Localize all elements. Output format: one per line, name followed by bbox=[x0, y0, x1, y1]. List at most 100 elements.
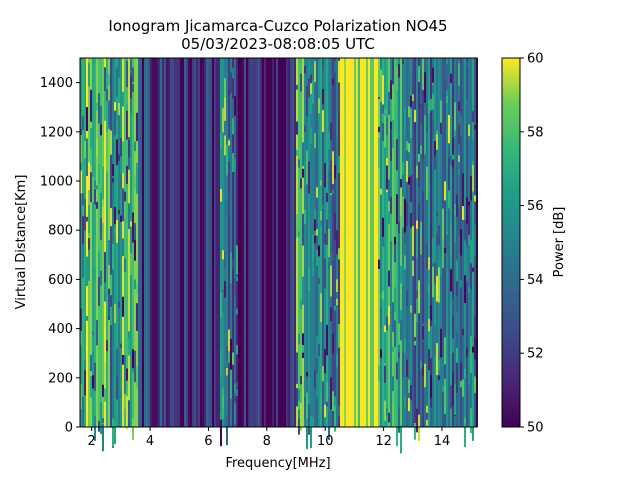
heatmap-column bbox=[274, 58, 276, 427]
heatmap-cell bbox=[86, 216, 88, 222]
heatmap-cell bbox=[106, 131, 108, 161]
heatmap-cell bbox=[436, 134, 438, 150]
heatmap-cell bbox=[120, 315, 122, 344]
heatmap-cell bbox=[86, 163, 88, 177]
heatmap-cell bbox=[92, 375, 94, 389]
heatmap-cell bbox=[134, 279, 136, 290]
heatmap-cell bbox=[308, 267, 310, 291]
heatmap-column bbox=[90, 58, 92, 427]
heatmap-cell bbox=[296, 84, 298, 90]
heatmap-cell bbox=[390, 210, 392, 242]
heatmap-column bbox=[360, 58, 362, 427]
heatmap-cell bbox=[428, 285, 430, 295]
heatmap-cell bbox=[412, 260, 414, 277]
heatmap-column bbox=[396, 58, 398, 427]
heatmap-cell bbox=[378, 126, 380, 133]
heatmap-cell bbox=[316, 249, 318, 266]
heatmap-cell bbox=[232, 118, 234, 135]
heatmap-cell bbox=[298, 159, 300, 168]
heatmap-cell bbox=[318, 348, 320, 366]
heatmap-column bbox=[368, 58, 370, 427]
heatmap-cell bbox=[474, 224, 476, 257]
heatmap-cell bbox=[384, 115, 386, 148]
heatmap-cell bbox=[312, 251, 314, 276]
heatmap-cell bbox=[118, 209, 120, 215]
heatmap-cell bbox=[82, 193, 84, 206]
heatmap-cell bbox=[116, 139, 118, 166]
heatmap-cell bbox=[396, 362, 398, 380]
heatmap-cell bbox=[220, 412, 222, 420]
heatmap-cell bbox=[296, 352, 298, 384]
heatmap-cell bbox=[448, 179, 450, 209]
heatmap-cell bbox=[470, 175, 472, 201]
heatmap-cell bbox=[414, 109, 416, 123]
heatmap-cell bbox=[456, 270, 458, 297]
heatmap-cell bbox=[404, 232, 406, 244]
heatmap-cell bbox=[108, 293, 110, 317]
heatmap-cell bbox=[394, 244, 396, 263]
heatmap-column bbox=[292, 58, 294, 427]
x-tick-label: 4 bbox=[146, 434, 154, 449]
heatmap-cell bbox=[86, 107, 88, 132]
x-axis-label: Frequency[MHz] bbox=[225, 456, 330, 471]
heatmap-cell bbox=[452, 338, 454, 353]
heatmap-column bbox=[454, 58, 456, 427]
heatmap-cell bbox=[114, 304, 116, 324]
heatmap-cell bbox=[400, 320, 402, 341]
heatmap-cell bbox=[228, 193, 230, 218]
heatmap-cell bbox=[434, 325, 436, 355]
chart-title: Ionogram Jicamarca-Cuzco Polarization NO… bbox=[108, 17, 447, 35]
heatmap-cell bbox=[468, 352, 470, 385]
x-axis: 2 4 6 8 10 12 14 bbox=[88, 427, 450, 449]
heatmap-column bbox=[100, 58, 102, 427]
heatmap-cell bbox=[112, 117, 114, 148]
x-tick-label: 10 bbox=[317, 434, 334, 449]
heatmap-column bbox=[176, 58, 178, 427]
heatmap-cell bbox=[308, 404, 310, 435]
heatmap-cell bbox=[428, 100, 430, 114]
heatmap-cell bbox=[100, 192, 102, 218]
heatmap-cell bbox=[472, 111, 474, 123]
heatmap-cell bbox=[132, 349, 134, 370]
heatmap-cell bbox=[452, 154, 454, 160]
heatmap-cell bbox=[336, 230, 338, 255]
heatmap-cell bbox=[420, 74, 422, 105]
x-tick-label: 6 bbox=[204, 434, 212, 449]
heatmap-column bbox=[306, 58, 308, 427]
heatmap-column bbox=[374, 58, 376, 427]
heatmap-cell bbox=[136, 268, 138, 285]
heatmap-cell bbox=[378, 259, 380, 269]
heatmap-cell bbox=[298, 231, 300, 237]
heatmap-cell bbox=[424, 242, 426, 259]
heatmap-cell bbox=[328, 169, 330, 189]
heatmap-cell bbox=[332, 391, 334, 411]
heatmap-cell bbox=[424, 72, 426, 103]
heatmap-cell bbox=[84, 205, 86, 231]
heatmap-cell bbox=[228, 140, 230, 146]
heatmap-cell bbox=[456, 362, 458, 393]
heatmap-cell bbox=[384, 365, 386, 383]
heatmap-cell bbox=[300, 343, 302, 376]
heatmap-cell bbox=[418, 280, 420, 314]
heatmap-column bbox=[456, 58, 458, 427]
heatmap-cell bbox=[432, 67, 434, 83]
heatmap-cell bbox=[402, 196, 404, 228]
heatmap-cell bbox=[136, 303, 138, 331]
y-tick-label: 1400 bbox=[40, 76, 73, 91]
heatmap-cell bbox=[104, 251, 106, 283]
heatmap-cell bbox=[382, 217, 384, 239]
heatmap-cell bbox=[444, 247, 446, 254]
heatmap-cell bbox=[416, 228, 418, 258]
x-tick-label: 12 bbox=[375, 434, 392, 449]
heatmap-cell bbox=[236, 345, 238, 355]
heatmap-column bbox=[310, 58, 312, 427]
heatmap-cell bbox=[418, 186, 420, 204]
heatmap-cell bbox=[434, 239, 436, 244]
heatmap-cell bbox=[302, 213, 304, 246]
heatmap-cell bbox=[300, 73, 302, 92]
heatmap-cell bbox=[408, 177, 410, 185]
heatmap-cell bbox=[454, 102, 456, 131]
heatmap-cell bbox=[84, 199, 86, 216]
heatmap-cell bbox=[414, 340, 416, 346]
heatmap-cell bbox=[326, 324, 328, 356]
